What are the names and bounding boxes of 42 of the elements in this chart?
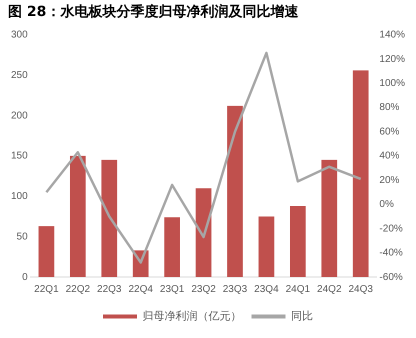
x-tick-label: 23Q3	[222, 284, 248, 295]
x-tick-label: 24Q2	[317, 284, 342, 295]
x-tick-label: 23Q1	[160, 284, 185, 295]
bar	[196, 188, 212, 277]
x-tick-label: 23Q2	[191, 284, 216, 295]
y2-tick-label: 0%	[379, 199, 394, 210]
bar	[352, 70, 369, 277]
bar	[164, 217, 180, 277]
y2-tick-label: 120%	[379, 54, 406, 65]
y-tick-label: 150	[10, 150, 28, 162]
y2-tick-label: -40%	[379, 248, 403, 259]
x-tick-label: 24Q3	[348, 284, 374, 295]
legend-label: 同比	[291, 310, 313, 323]
y-tick-label: 100	[10, 191, 28, 202]
x-tick-label: 23Q4	[254, 284, 280, 295]
y-tick-label: 200	[10, 110, 28, 122]
bar	[258, 216, 274, 277]
y2-tick-label: 140%	[379, 30, 406, 41]
y-tick-label: 300	[10, 30, 28, 41]
x-tick-label: 22Q4	[128, 284, 154, 295]
y2-tick-label: -20%	[379, 223, 403, 234]
y-tick-label: 50	[16, 231, 28, 242]
y2-tick-label: 40%	[379, 150, 400, 162]
bar	[321, 160, 338, 277]
x-tick-label: 24Q1	[286, 284, 311, 295]
y-tick-label: 0	[22, 272, 28, 283]
x-tick-label: 22Q1	[34, 284, 60, 295]
x-tick-label: 22Q2	[66, 284, 90, 295]
y2-tick-label: -60%	[379, 272, 403, 283]
y2-tick-label: 80%	[379, 102, 400, 114]
bar	[290, 206, 306, 277]
x-tick-label: 22Q3	[97, 284, 122, 295]
chart-title: 图 28：水电板块分季度归母净利润及同比增速	[8, 3, 300, 20]
y2-tick-label: 20%	[379, 174, 400, 186]
bar	[38, 226, 54, 277]
y2-tick-label: 60%	[379, 126, 400, 138]
y2-tick-label: 100%	[379, 78, 406, 89]
bar	[101, 160, 118, 277]
bar	[227, 106, 243, 277]
legend-label: 归母净利润（亿元）	[142, 310, 242, 323]
bar	[70, 156, 86, 277]
y-tick-label: 250	[10, 70, 28, 81]
